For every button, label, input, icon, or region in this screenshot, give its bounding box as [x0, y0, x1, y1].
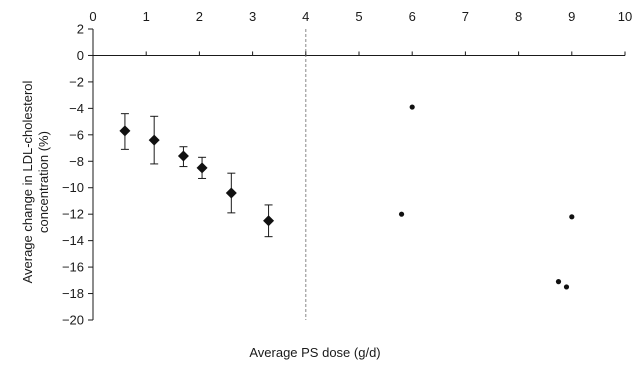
x-tick-label: 3	[249, 9, 256, 24]
x-tick-label: 0	[89, 9, 96, 24]
y-axis-title-line-2: concentration (%)	[36, 131, 51, 233]
x-tick-label: 10	[618, 9, 632, 24]
dot-point	[409, 104, 415, 110]
x-tick-label: 5	[355, 9, 362, 24]
dot-point	[563, 284, 570, 290]
data-marks-group	[119, 104, 575, 290]
dot-point	[398, 211, 405, 217]
y-tick-label: −18	[62, 286, 84, 301]
diamond-point	[196, 162, 208, 174]
y-tick-label: 2	[77, 22, 84, 37]
y-tick-label: −12	[62, 207, 84, 222]
y-tick-label: −16	[62, 260, 84, 275]
diamond-point	[225, 187, 237, 199]
x-tick-label: 4	[302, 9, 309, 24]
diamond-point	[177, 150, 189, 162]
x-axis-title: Average PS dose (g/d)	[249, 345, 380, 360]
y-tick-label: −2	[69, 74, 84, 89]
dot-point	[569, 214, 575, 220]
x-tick-label: 2	[196, 9, 203, 24]
x-tick-label: 9	[568, 9, 575, 24]
y-tick-label: −20	[62, 313, 84, 328]
diamond-point	[119, 125, 131, 137]
x-tick-label: 6	[409, 9, 416, 24]
y-tick-label: −8	[69, 154, 84, 169]
y-tick-label: 0	[77, 48, 84, 63]
y-tick-label: −14	[62, 233, 84, 248]
x-tick-label: 7	[462, 9, 469, 24]
x-tick-label: 8	[515, 9, 522, 24]
diamond-point	[148, 134, 160, 146]
dot-point	[555, 279, 562, 285]
y-axis-title-line-1: Average change in LDL-cholesterol	[20, 80, 35, 283]
y-axis-title: Average change in LDL-cholesterol concen…	[20, 80, 51, 283]
y-tick-label: −10	[62, 180, 84, 195]
axes-group	[92, 29, 625, 320]
x-tick-label: 1	[143, 9, 150, 24]
y-tick-label: −4	[69, 101, 84, 116]
diamond-point	[263, 215, 275, 227]
y-tick-label: −6	[69, 127, 84, 142]
